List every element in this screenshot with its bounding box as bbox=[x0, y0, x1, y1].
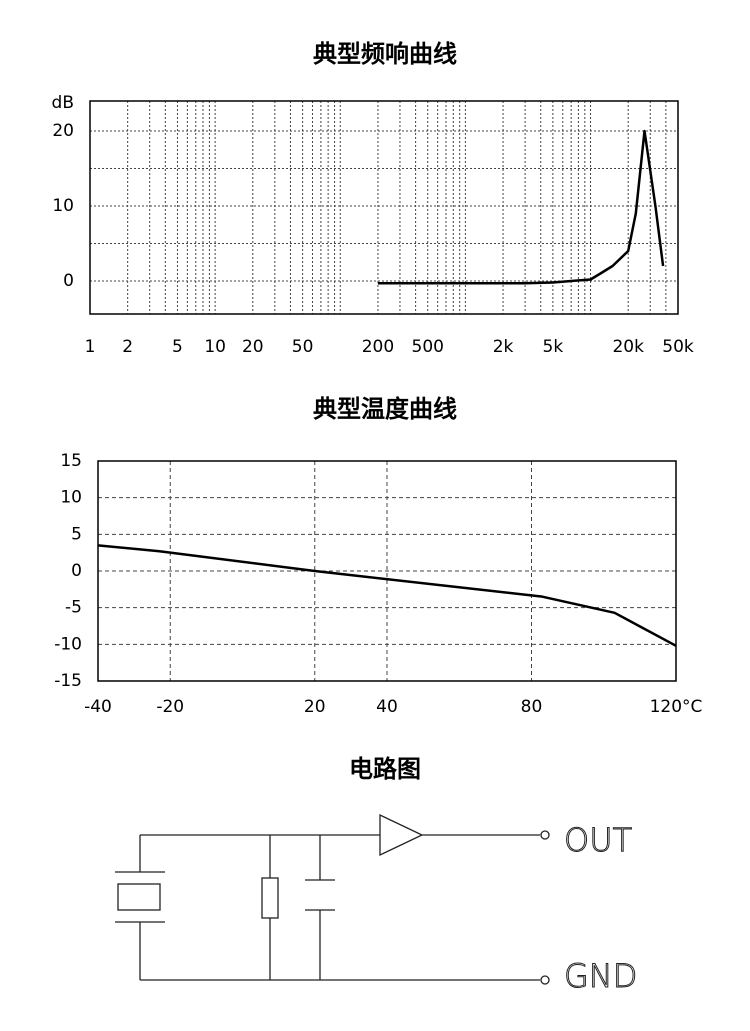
y-tick-label: -5 bbox=[65, 598, 82, 618]
chart-title: 典型频响曲线 bbox=[313, 40, 457, 68]
x-tick-label: 2 bbox=[122, 337, 133, 357]
y-tick-label: 5 bbox=[71, 524, 82, 544]
chart-title: 典型温度曲线 bbox=[313, 395, 457, 423]
data-line bbox=[377, 129, 665, 285]
x-tick-label: 20 bbox=[242, 337, 264, 357]
plot-frame bbox=[97, 460, 677, 682]
x-tick-label: 500 bbox=[412, 337, 444, 357]
x-tick-label: 80 bbox=[521, 697, 543, 717]
circuit-title: 电路图 bbox=[349, 755, 421, 783]
x-tick-label: 200 bbox=[362, 337, 394, 357]
x-tick-label: 5 bbox=[172, 337, 183, 357]
gnd-label: GND bbox=[564, 957, 637, 995]
x-tick-label: -40 bbox=[84, 697, 112, 717]
x-tick-label: 10 bbox=[204, 337, 226, 357]
y-tick-label: -15 bbox=[54, 671, 82, 691]
y-tick-label: 0 bbox=[71, 561, 82, 581]
data-line bbox=[97, 544, 677, 647]
x-tick-label: 20k bbox=[612, 337, 644, 357]
y-tick-label: -10 bbox=[54, 634, 82, 654]
plot-frame bbox=[89, 100, 679, 315]
x-tick-label: 5k bbox=[543, 337, 564, 357]
out-label: OUT bbox=[564, 821, 632, 859]
x-tick-label: 20 bbox=[304, 697, 326, 717]
y-tick-label: 10 bbox=[52, 196, 74, 216]
x-tick-label: 1 bbox=[85, 337, 96, 357]
y-tick-label: 15 bbox=[60, 451, 82, 471]
x-tick-label: -20 bbox=[156, 697, 184, 717]
y-tick-label: 20 bbox=[52, 121, 74, 141]
y-tick-label: 0 bbox=[63, 271, 74, 291]
x-tick-label: 50k bbox=[662, 337, 694, 357]
y-tick-label: 10 bbox=[60, 488, 82, 508]
x-tick-label: 2k bbox=[493, 337, 514, 357]
y-axis-label: dB bbox=[52, 93, 74, 113]
x-tick-label: 120°C bbox=[650, 697, 703, 717]
x-tick-label: 50 bbox=[292, 337, 314, 357]
x-tick-label: 40 bbox=[376, 697, 398, 717]
circuit bbox=[115, 813, 550, 985]
